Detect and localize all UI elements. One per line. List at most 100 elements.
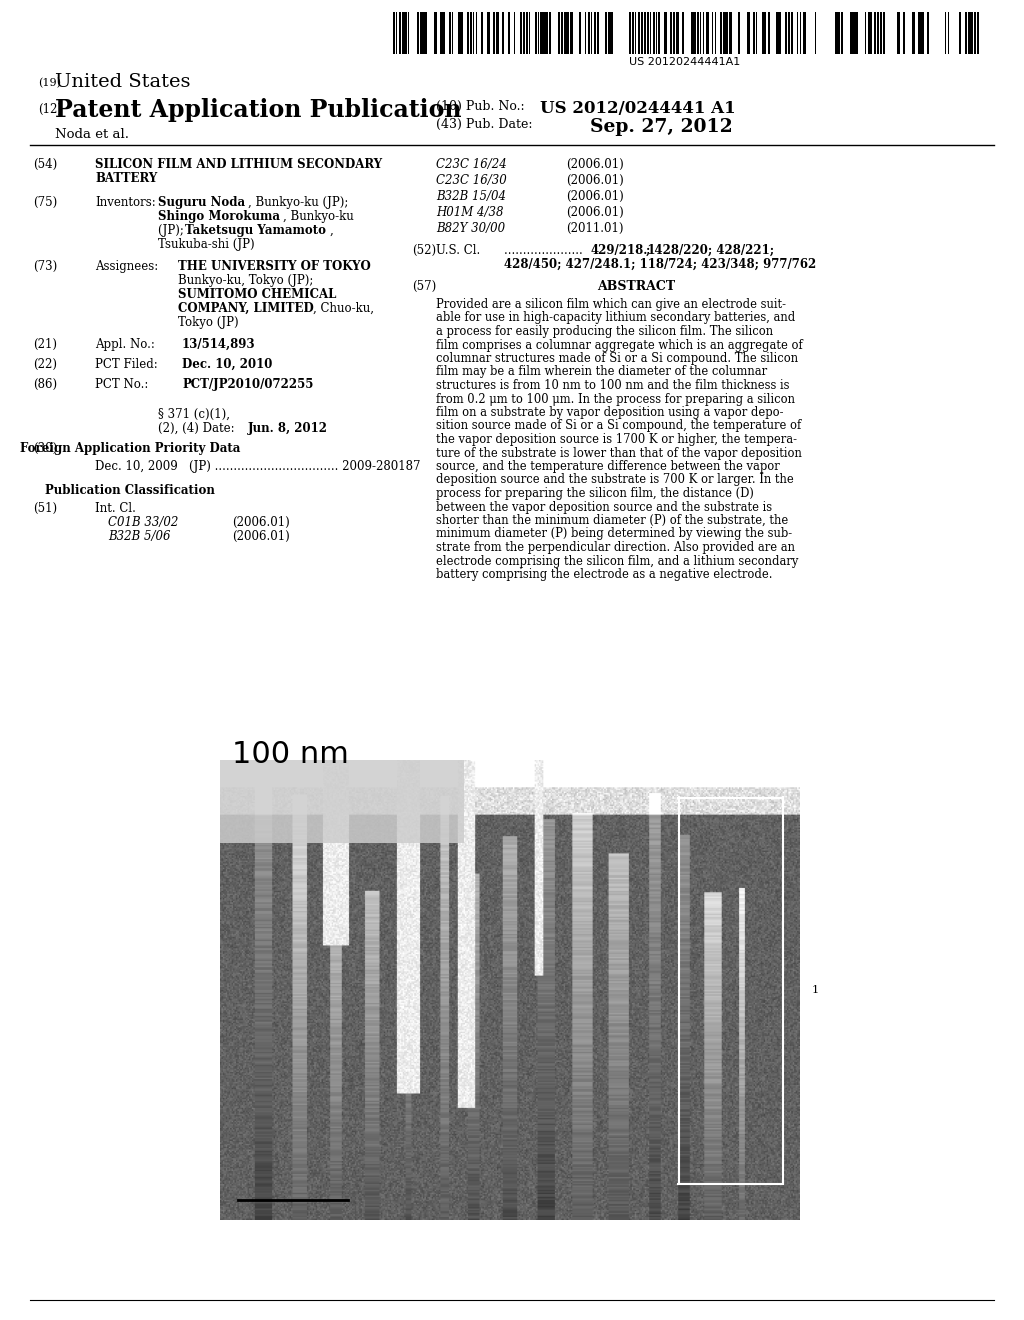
Text: (2006.01): (2006.01) — [566, 174, 624, 187]
Bar — [487, 12, 489, 54]
Bar — [959, 12, 962, 54]
Bar — [785, 12, 786, 54]
Bar — [404, 12, 407, 54]
Text: minimum diameter (P) being determined by viewing the sub-: minimum diameter (P) being determined by… — [436, 528, 793, 540]
Bar — [220, 760, 464, 842]
Bar — [792, 12, 793, 54]
Text: 1: 1 — [812, 985, 819, 995]
Text: B32B 5/06: B32B 5/06 — [108, 531, 171, 543]
Bar — [561, 12, 563, 54]
Bar — [696, 12, 698, 54]
Bar — [473, 12, 474, 54]
Text: Suguru Noda: Suguru Noda — [158, 195, 245, 209]
Text: (2), (4) Date:: (2), (4) Date: — [158, 422, 234, 436]
Bar — [535, 12, 538, 54]
Text: film may be a film wherein the diameter of the columnar: film may be a film wherein the diameter … — [436, 366, 767, 379]
Bar — [655, 12, 656, 54]
Text: deposition source and the substrate is 700 K or larger. In the: deposition source and the substrate is 7… — [436, 474, 794, 487]
Bar — [788, 12, 790, 54]
Bar — [393, 12, 395, 54]
Text: , Bunkyo-ku: , Bunkyo-ku — [283, 210, 353, 223]
Bar — [475, 12, 477, 54]
Bar — [544, 12, 546, 54]
Text: H01M 4/38: H01M 4/38 — [436, 206, 504, 219]
Bar — [702, 12, 705, 54]
Bar — [638, 12, 640, 54]
Bar — [853, 12, 856, 54]
Text: Bunkyo-ku, Tokyo (JP);: Bunkyo-ku, Tokyo (JP); — [178, 275, 313, 286]
Bar — [525, 12, 528, 54]
Bar — [470, 12, 472, 54]
Bar — [420, 12, 422, 54]
Bar — [541, 12, 543, 54]
Bar — [842, 12, 843, 54]
Text: from 0.2 μm to 100 μm. In the process for preparing a silicon: from 0.2 μm to 100 μm. In the process fo… — [436, 392, 795, 405]
Text: ,: , — [330, 224, 334, 238]
Text: Publication Classification: Publication Classification — [45, 484, 215, 498]
Text: (54): (54) — [33, 158, 57, 172]
Bar — [591, 12, 592, 54]
Bar — [671, 12, 672, 54]
Text: ture of the substrate is lower than that of the vapor deposition: ture of the substrate is lower than that… — [436, 446, 802, 459]
Text: C01B 33/02: C01B 33/02 — [108, 516, 178, 529]
Text: ; 428/220; 428/221;: ; 428/220; 428/221; — [646, 244, 774, 257]
Bar — [399, 12, 401, 54]
Bar — [597, 12, 599, 54]
Text: structures is from 10 nm to 100 nm and the film thickness is: structures is from 10 nm to 100 nm and t… — [436, 379, 790, 392]
Bar — [706, 12, 709, 54]
Text: Taketsugu Yamamoto: Taketsugu Yamamoto — [185, 224, 326, 238]
Bar — [971, 12, 973, 54]
Text: Appl. No.:: Appl. No.: — [95, 338, 155, 351]
Bar — [877, 12, 879, 54]
Text: § 371 (c)(1),: § 371 (c)(1), — [158, 408, 230, 421]
Bar — [434, 12, 437, 54]
Bar — [423, 12, 425, 54]
Text: (19): (19) — [38, 78, 61, 88]
Bar — [520, 12, 522, 54]
Bar — [723, 12, 726, 54]
Bar — [762, 12, 765, 54]
Bar — [756, 12, 757, 54]
Bar — [776, 12, 778, 54]
Text: between the vapor deposition source and the substrate is: between the vapor deposition source and … — [436, 500, 772, 513]
Bar — [726, 12, 728, 54]
Text: Dec. 10, 2009   (JP) ................................. 2009-280187: Dec. 10, 2009 (JP) .....................… — [95, 459, 421, 473]
Bar — [927, 12, 930, 54]
Bar — [673, 12, 675, 54]
Text: COMPANY, LIMITED: COMPANY, LIMITED — [178, 302, 313, 315]
Bar — [903, 12, 905, 54]
Text: THE UNIVERSITY OF TOKYO: THE UNIVERSITY OF TOKYO — [178, 260, 371, 273]
Text: (22): (22) — [33, 358, 57, 371]
Text: the vapor deposition source is 1700 K or higher, the tempera-: the vapor deposition source is 1700 K or… — [436, 433, 797, 446]
Text: Inventors:: Inventors: — [95, 195, 156, 209]
Bar — [452, 12, 454, 54]
Bar — [608, 12, 611, 54]
Text: source, and the temperature difference between the vapor: source, and the temperature difference b… — [436, 459, 779, 473]
Bar — [753, 12, 755, 54]
Text: shorter than the minimum diameter (P) of the substrate, the: shorter than the minimum diameter (P) of… — [436, 513, 788, 527]
Bar — [850, 12, 853, 54]
Text: Sep. 27, 2012: Sep. 27, 2012 — [590, 117, 732, 136]
Bar — [947, 12, 949, 54]
Text: C23C 16/30: C23C 16/30 — [436, 174, 507, 187]
Text: (30): (30) — [33, 442, 57, 455]
Text: Assignees:: Assignees: — [95, 260, 159, 273]
Text: , Bunkyo-ku (JP);: , Bunkyo-ku (JP); — [248, 195, 348, 209]
Text: (43) Pub. Date:: (43) Pub. Date: — [436, 117, 532, 131]
Text: Shingo Morokuma: Shingo Morokuma — [158, 210, 280, 223]
Bar — [458, 12, 461, 54]
Text: B82Y 30/00: B82Y 30/00 — [436, 222, 505, 235]
Bar — [629, 12, 631, 54]
Bar — [547, 12, 548, 54]
Bar — [481, 12, 483, 54]
Text: U.S. Cl.: U.S. Cl. — [436, 244, 480, 257]
Bar — [836, 12, 838, 54]
Bar — [865, 12, 866, 54]
Text: .....................: ..................... — [504, 244, 587, 257]
Text: (52): (52) — [412, 244, 436, 257]
Bar — [449, 12, 452, 54]
Bar — [494, 12, 495, 54]
Bar — [803, 12, 806, 54]
Bar — [738, 12, 739, 54]
Bar — [665, 12, 667, 54]
